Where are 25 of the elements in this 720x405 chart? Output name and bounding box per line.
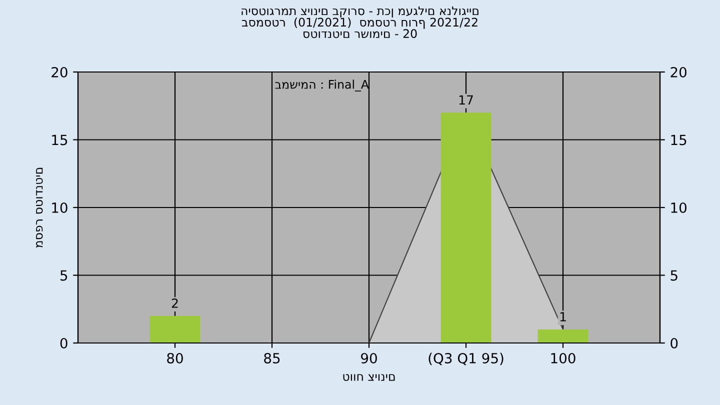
- bar: [538, 329, 588, 343]
- x-axis-title: טווח ציונים: [343, 374, 395, 381]
- y-tick-label: 20: [52, 66, 68, 78]
- y2-tick-label: 10: [671, 202, 686, 213]
- x-tick-label: 80: [167, 352, 183, 364]
- data-label: 1: [560, 312, 566, 322]
- x-tick-label: 85: [264, 352, 280, 364]
- data-label: 2: [172, 298, 178, 308]
- y-tick-label: 0: [60, 338, 68, 348]
- y-axis-title: מספר סטודנטים: [36, 168, 43, 248]
- x-tick-label: 100: [551, 352, 576, 364]
- chart-title: היסטוגרמת ציונים בקורס - תכן מעגלים אנלוגיים בסמסטר (01/2021) סמסטר חורף 2021/22 סטודנטים רשומים - 20: [242, 6, 478, 38]
- data-label: 17: [459, 95, 473, 104]
- annotation: במשימה : Final_A: [275, 80, 369, 92]
- y2-tick-label: 15: [671, 134, 686, 146]
- y-tick-label: 15: [52, 134, 68, 146]
- y2-tick-label: 0: [670, 338, 678, 348]
- y2-tick-label: 5: [670, 270, 678, 281]
- bar: [440, 112, 492, 343]
- bar: [150, 316, 200, 343]
- y-tick-label: 5: [60, 270, 68, 281]
- x-tick-label: (Q3 Q1 95): [428, 352, 504, 366]
- y2-tick-label: 20: [670, 66, 686, 78]
- y-tick-label: 10: [52, 202, 68, 213]
- x-tick-label: 90: [361, 352, 377, 364]
